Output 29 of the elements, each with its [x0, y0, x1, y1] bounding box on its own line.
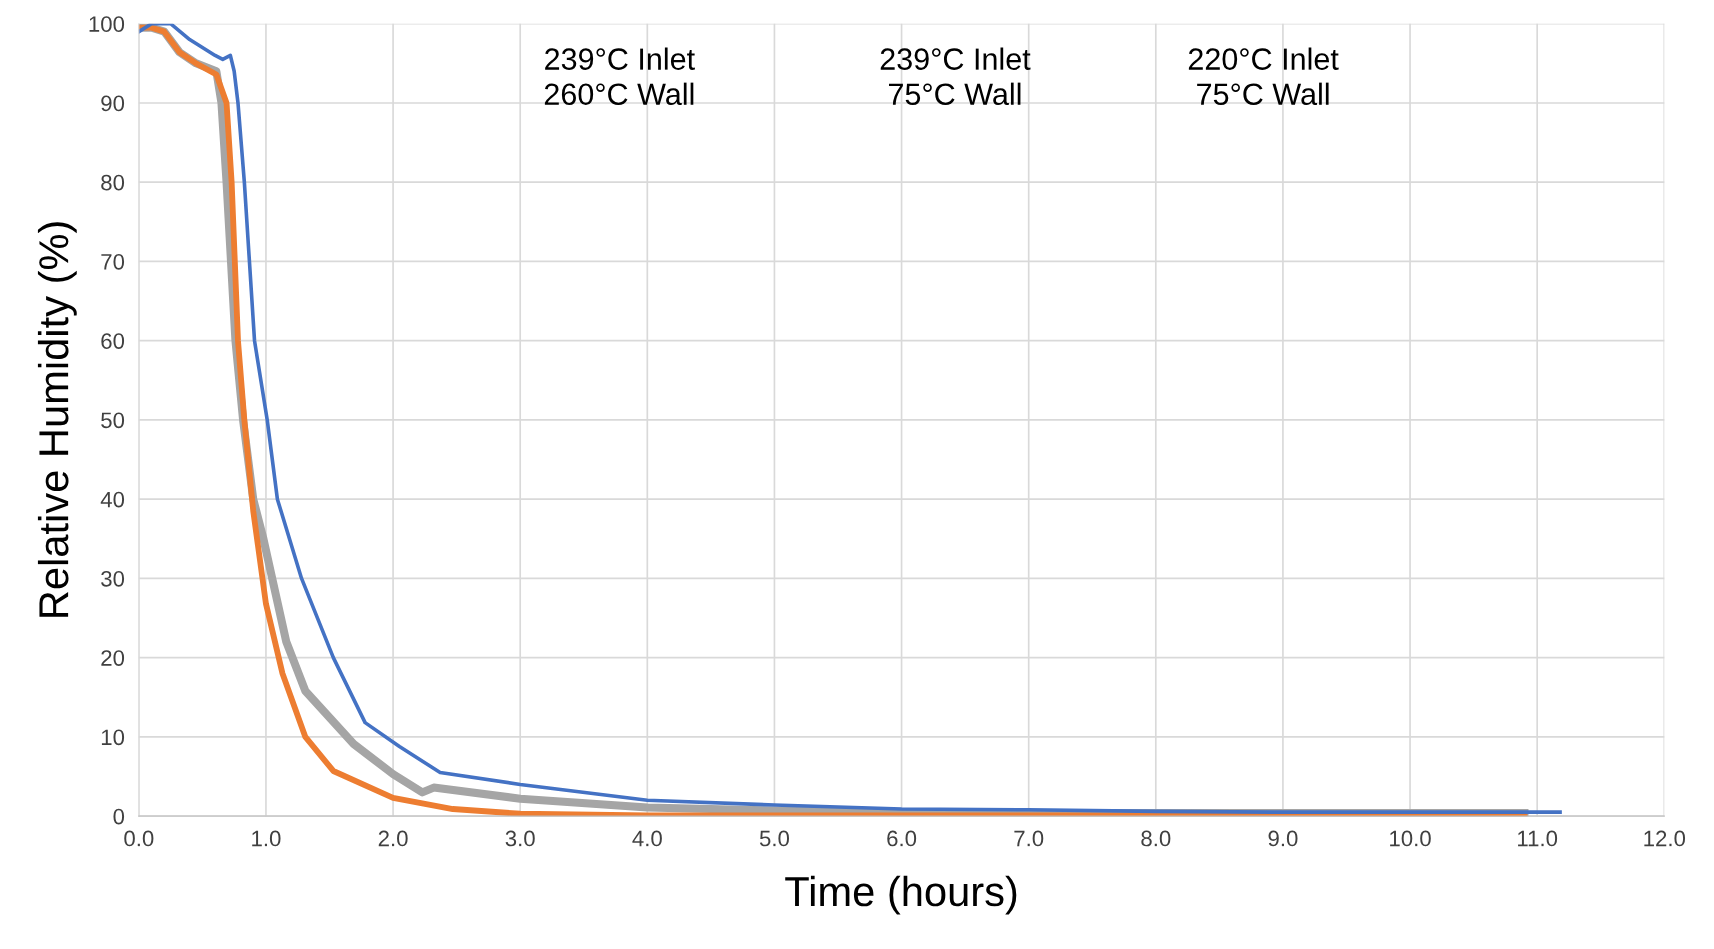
x-tick-label: 7.0 — [1014, 830, 1044, 847]
x-tick-label: 0.0 — [124, 830, 154, 847]
y-tick-label: 70 — [101, 253, 125, 270]
x-tick-label: 4.0 — [632, 830, 662, 847]
x-tick-label: 1.0 — [252, 830, 281, 847]
annotation: 239°C Inlet 75°C Wall — [880, 47, 1031, 106]
y-axis-title: Relative Humidity (%) — [37, 222, 77, 617]
x-tick-label: 2.0 — [378, 830, 408, 847]
annotation: 220°C Inlet 75°C Wall — [1188, 47, 1339, 106]
x-tick-label: 5.0 — [759, 830, 790, 847]
x-tick-label: 3.0 — [505, 830, 535, 847]
y-tick-label: 10 — [101, 729, 125, 746]
x-tick-label: 9.0 — [1268, 830, 1298, 847]
x-tick-label: 8.0 — [1141, 830, 1171, 847]
y-tick-label: 20 — [101, 650, 125, 666]
y-tick-label: 80 — [101, 174, 125, 191]
y-tick-label: 30 — [101, 570, 125, 587]
y-tick-label: 40 — [100, 491, 125, 508]
x-tick-label: 10.0 — [1390, 830, 1431, 847]
x-axis-title: Time (hours) — [785, 875, 1017, 915]
y-tick-label: 100 — [89, 16, 125, 32]
y-tick-label: 0 — [113, 808, 125, 825]
annotation: 239°C Inlet 260°C Wall — [544, 47, 695, 106]
y-tick-label: 90 — [101, 95, 125, 112]
x-tick-label: 6.0 — [887, 830, 917, 847]
x-tick-label: 11.0 — [1518, 830, 1558, 847]
y-tick-label: 60 — [101, 333, 125, 349]
y-tick-label: 50 — [101, 412, 125, 429]
x-tick-label: 12.0 — [1644, 830, 1686, 847]
